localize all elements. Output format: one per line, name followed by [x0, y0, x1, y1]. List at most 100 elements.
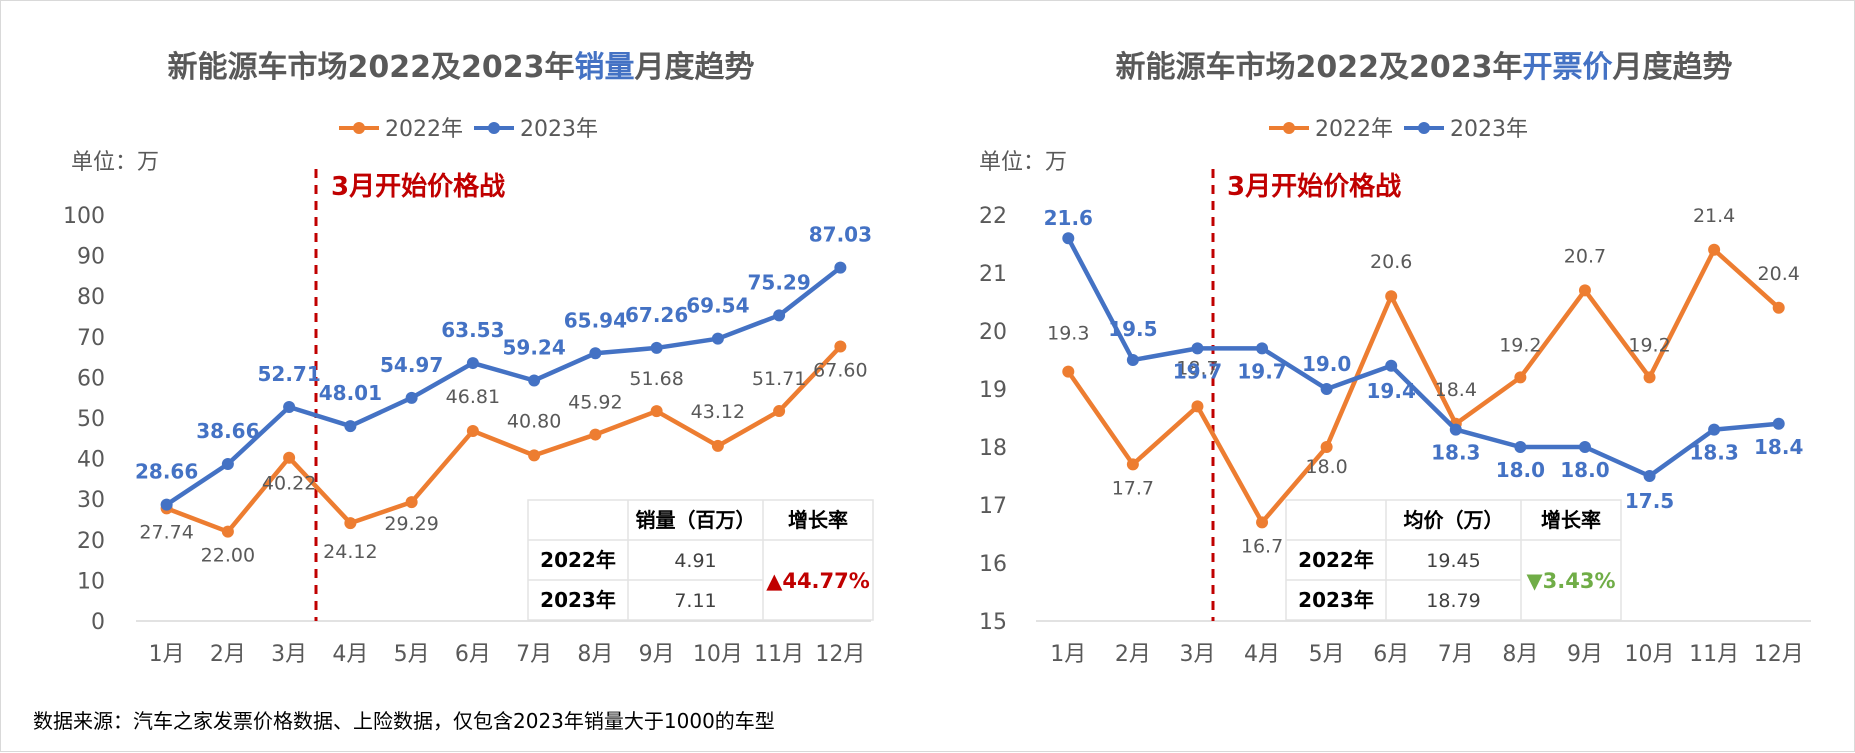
data-label: 21.6	[1044, 206, 1093, 230]
data-label: 21.4	[1693, 205, 1735, 227]
data-point	[405, 391, 418, 404]
data-point	[1062, 232, 1075, 245]
y-tick-label: 10	[77, 569, 105, 594]
x-tick-label: 1月	[1050, 642, 1086, 667]
data-label: 19.2	[1628, 334, 1670, 356]
table-bg	[1285, 499, 1622, 621]
data-point	[589, 347, 602, 360]
data-label: 16.7	[1241, 535, 1283, 557]
data-label: 20.4	[1758, 263, 1800, 285]
legend-marker-2022年	[353, 122, 365, 134]
unit-label: 单位：万	[71, 150, 159, 175]
data-point	[1126, 458, 1139, 471]
y-tick-label: 20	[77, 529, 105, 554]
data-point	[1126, 354, 1139, 366]
y-tick-label: 15	[979, 610, 1007, 635]
data-label: 40.22	[262, 473, 316, 495]
data-point	[283, 400, 296, 413]
x-tick-label: 7月	[1438, 642, 1474, 667]
x-tick-label: 4月	[1244, 642, 1280, 667]
y-tick-label: 50	[77, 407, 105, 432]
data-point	[528, 374, 541, 387]
data-label: 20.7	[1564, 245, 1606, 267]
data-label: 17.5	[1625, 489, 1674, 513]
y-tick-label: 19	[979, 378, 1007, 403]
data-label: 19.4	[1367, 379, 1416, 403]
y-tick-label: 22	[979, 204, 1007, 229]
data-point	[1449, 423, 1462, 436]
data-point	[773, 309, 786, 322]
data-point	[1772, 417, 1785, 430]
data-point	[528, 449, 541, 462]
data-label: 19.7	[1173, 359, 1222, 383]
data-label: 19.2	[1499, 334, 1541, 356]
data-point	[1385, 359, 1398, 372]
data-point	[221, 525, 234, 538]
data-label: 51.71	[752, 368, 806, 390]
y-tick-label: 21	[979, 262, 1007, 287]
y-tick-label: 80	[77, 285, 105, 310]
y-tick-label: 0	[91, 610, 105, 635]
y-tick-label: 40	[77, 448, 105, 473]
data-label: 24.12	[323, 541, 377, 563]
x-tick-label: 8月	[1502, 642, 1538, 667]
title-suffix: 月度趋势	[635, 50, 755, 85]
legend-label-2022年: 2022年	[1315, 117, 1393, 142]
legend-marker-2022年	[1283, 122, 1295, 134]
data-label: 65.94	[564, 308, 627, 332]
x-tick-label: 12月	[815, 642, 865, 667]
data-point	[650, 405, 663, 418]
data-label: 19.7	[1237, 359, 1286, 383]
table-row-value: 19.45	[1426, 550, 1480, 572]
y-tick-label: 16	[979, 552, 1007, 577]
legend-marker-2023年	[488, 122, 500, 134]
title-prefix: 新能源车市场2022及2023年	[1116, 50, 1523, 85]
data-point	[711, 332, 724, 345]
x-tick-label: 3月	[271, 642, 307, 667]
x-tick-label: 11月	[754, 642, 804, 667]
data-point	[589, 428, 602, 441]
y-tick-label: 20	[979, 320, 1007, 345]
x-tick-label: 4月	[332, 642, 368, 667]
table-header: 均价（万）	[1404, 508, 1504, 532]
data-point	[1643, 371, 1656, 384]
data-label: 19.5	[1108, 317, 1157, 341]
title-highlight: 销量	[575, 50, 635, 85]
series-2022年: 27.74 22.00 40.22 24.12 29.29 46.81 40.80 45.92…	[139, 340, 868, 567]
data-label: 29.29	[384, 513, 438, 535]
data-point	[466, 357, 479, 370]
table-bg	[527, 499, 874, 621]
data-label: 17.7	[1112, 477, 1154, 499]
series-2023年: 21.6 19.5 19.7 19.7 19.0 19.4 18.3 18.0 18.0 17.5…	[1044, 206, 1804, 513]
price-war-annotation: 3月开始价格战	[1227, 171, 1401, 202]
data-point	[160, 498, 173, 511]
data-point	[466, 424, 479, 437]
y-tick-label: 17	[979, 494, 1007, 519]
x-tick-label: 7月	[516, 642, 552, 667]
x-tick-label: 9月	[1567, 642, 1603, 667]
table-header: 增长率	[1541, 508, 1601, 532]
data-label: 51.68	[629, 368, 683, 390]
y-tick-label: 100	[63, 204, 105, 229]
table-row-year: 2022年	[540, 548, 616, 572]
data-label: 54.97	[380, 353, 443, 377]
data-point	[834, 340, 847, 353]
x-tick-label: 6月	[455, 642, 491, 667]
series-line	[165, 265, 842, 507]
growth-rate: ▼3.43%	[1526, 569, 1615, 593]
x-tick-label: 12月	[1754, 642, 1804, 667]
data-label: 67.60	[813, 360, 867, 382]
legend-label-2023年: 2023年	[1450, 117, 1528, 142]
data-label: 43.12	[691, 401, 745, 423]
data-point	[1385, 290, 1398, 303]
data-label: 18.0	[1305, 456, 1347, 478]
legend: 2022年 2023年	[339, 117, 598, 142]
title-suffix: 月度趋势	[1613, 50, 1733, 85]
x-tick-label: 8月	[577, 642, 613, 667]
data-label: 48.01	[319, 381, 382, 405]
table-row-year: 2022年	[1298, 548, 1374, 572]
x-tick-label: 5月	[1309, 642, 1345, 667]
